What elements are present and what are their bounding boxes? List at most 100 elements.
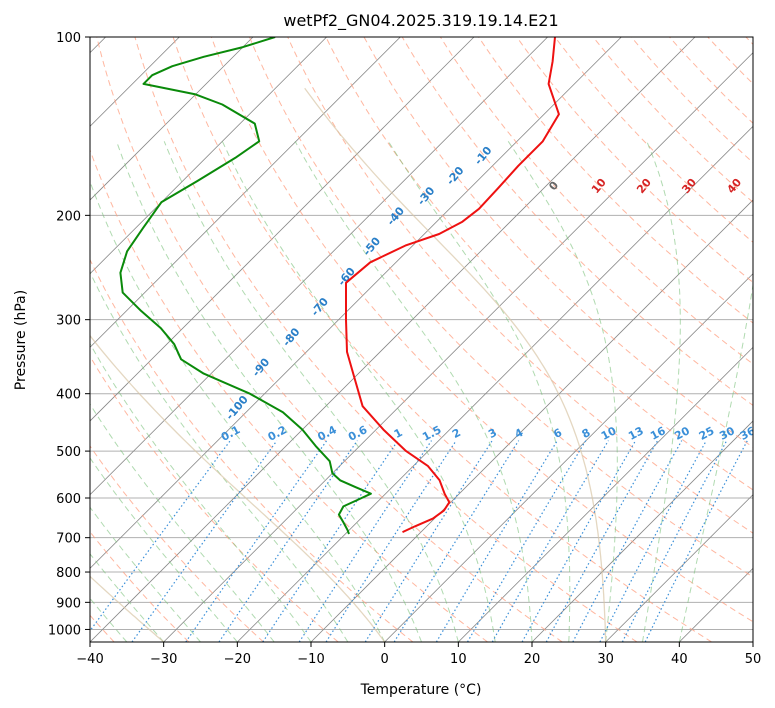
mixing-ratio-line: [262, 440, 399, 642]
mixing-ratio-label: 2: [450, 426, 463, 441]
moist-adiabat-line: [116, 141, 422, 642]
dry-adiabat-line: [249, 37, 753, 578]
dry-adiabat-line: [90, 258, 414, 642]
dry-adiabat-label: -50: [360, 234, 383, 258]
moist-adiabat-line: [163, 141, 459, 642]
isotherm-gridline: [90, 37, 254, 201]
mixing-ratio-label: 36: [738, 424, 758, 443]
mixing-ratio-line: [393, 440, 520, 642]
dry-adiabat-line: [401, 37, 753, 406]
x-tick-label: 50: [745, 652, 762, 667]
isotherm-gridline: [679, 567, 753, 642]
mixing-ratio-line: [621, 440, 728, 642]
dry-adiabat-line: [96, 37, 563, 642]
moist-adiabat-line: [90, 457, 238, 642]
x-tick-label: −20: [224, 652, 251, 667]
dry-adiabat-label: -100: [223, 393, 251, 423]
mixing-ratio-label: 20: [672, 424, 692, 443]
mixing-ratio-line: [644, 440, 748, 642]
x-tick-label: 0: [381, 652, 389, 667]
mixing-ratio-line: [364, 440, 493, 642]
mixing-ratio-line: [90, 440, 231, 632]
mixing-ratio-label: 0.1: [219, 423, 242, 444]
dry-adiabat-line: [363, 37, 753, 448]
dry-adiabat-label: -10: [472, 144, 495, 168]
y-tick-label: 900: [56, 596, 81, 611]
dry-adiabat-line: [90, 445, 264, 642]
dewpoint-profile-line: [119, 37, 372, 535]
dry-adiabat-label: -90: [250, 355, 273, 379]
mixing-ratio-line: [325, 440, 457, 642]
y-axis-ticks: 100 200 300 400 500 600 700 800 900 1000: [48, 31, 90, 638]
x-axis-ticks: −40 −30 −20 −10 0 10 20 30 40 50: [76, 642, 761, 667]
y-tick-label: 100: [56, 31, 81, 46]
dry-adiabat-line: [287, 37, 753, 534]
dry-adiabat-line: [210, 37, 753, 623]
mixing-ratio-label: 0.6: [346, 423, 370, 444]
mixing-ratio-label: 8: [580, 426, 593, 441]
dry-adiabat-line: [134, 37, 638, 642]
moist-adiabat-line: [90, 271, 349, 642]
isotherm-gridline: [90, 37, 622, 569]
dry-adiabat-label: 40: [724, 176, 744, 196]
isotherm-gridline: [90, 37, 548, 496]
x-axis-label: Temperature (°C): [360, 682, 482, 698]
dry-adiabat-line: [90, 148, 488, 642]
dry-adiabat-label: 30: [679, 176, 699, 196]
x-tick-label: 10: [450, 652, 467, 667]
moist-adiabat-line: [642, 141, 681, 642]
mixing-ratio-line: [466, 440, 587, 642]
dry-adiabat-line: [745, 37, 753, 46]
moist-adiabat-line: [90, 403, 275, 642]
isotherm-gridline: [90, 37, 327, 275]
mixing-ratio-line: [599, 440, 707, 642]
isotherm-gridline: [90, 37, 475, 422]
dry-adiabat-line: [707, 37, 753, 85]
moist-adiabat-line: [90, 342, 312, 642]
x-tick-label: −40: [76, 652, 103, 667]
mixing-ratio-label: 16: [648, 424, 668, 443]
dry-adiabat-line: [439, 37, 753, 365]
mixing-ratio-label: 3: [486, 426, 499, 441]
mixing-ratio-line: [185, 440, 328, 642]
moist-adiabat-line: [90, 553, 165, 642]
moist-adiabat-line: [387, 141, 571, 642]
x-tick-label: −10: [297, 652, 324, 667]
dry-adiabat-line: [630, 37, 753, 164]
moist-adiabat-line: [507, 141, 618, 642]
y-tick-label: 500: [56, 445, 81, 460]
y-tick-label: 800: [56, 566, 81, 581]
theta-e-curve: [304, 87, 607, 642]
mixing-ratio-line: [521, 440, 637, 642]
y-tick-label: 600: [56, 492, 81, 507]
temperature-profile-line: [345, 37, 560, 534]
x-tick-label: 20: [524, 652, 541, 667]
moist-adiabat-line: [221, 141, 496, 642]
y-tick-label: 400: [56, 388, 81, 403]
chart-title: wetPf2_GN04.2025.319.19.14.E21: [283, 11, 558, 31]
dry-adiabat-line: [554, 37, 753, 243]
y-tick-label: 300: [56, 314, 81, 329]
isotherm-gridline: [605, 494, 753, 642]
plot-area: 0.1 0.2 0.4 0.6 1 1.5 2 3 4 6 8 10 13 16 20 25 30 36-100-…: [90, 37, 758, 642]
theta-e-curve: [90, 575, 165, 642]
x-tick-label: 30: [597, 652, 614, 667]
mixing-ratio-label: 0.2: [266, 423, 289, 444]
y-tick-label: 700: [56, 532, 81, 547]
mixing-ratio-label: 10: [599, 424, 619, 443]
moist-adiabat-line: [90, 506, 201, 642]
isotherm-gridline: [163, 52, 753, 642]
dry-adiabat-line: [516, 37, 753, 284]
x-tick-label: −30: [150, 652, 177, 667]
mixing-ratio-label: 25: [697, 424, 717, 443]
dry-adiabat-label: 10: [589, 176, 609, 196]
moist-adiabat-line: [678, 282, 753, 642]
mixing-ratio-line: [298, 440, 432, 642]
isotherm-gridline: [384, 273, 753, 642]
isotherm-gridline: [752, 641, 753, 642]
x-tick-label: 40: [671, 652, 688, 667]
isotherm-gridline: [237, 125, 753, 642]
sounding-profiles: [119, 37, 560, 535]
isotherm-gridline: [458, 346, 753, 642]
